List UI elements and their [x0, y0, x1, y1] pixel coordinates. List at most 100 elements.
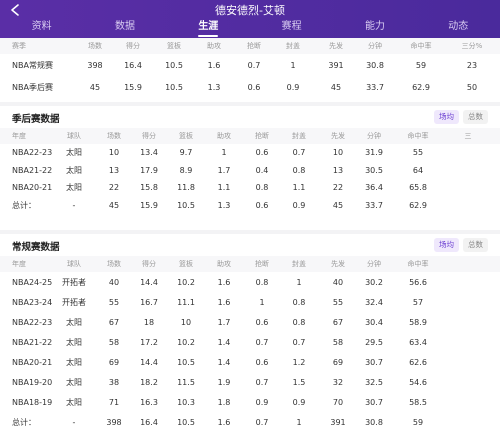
table-cell: 13: [108, 165, 120, 175]
table-cell: 391: [328, 60, 344, 70]
table-cell: 10.5: [165, 82, 183, 92]
career-summary-card: 赛季 场数 得分 篮板 助攻 抢断 封盖 先发 分钟 命中率 三分% NBA常规赛 398 16.4 10…: [0, 38, 500, 102]
table-cell: 58: [108, 337, 120, 347]
table-cell: 33.7: [365, 200, 383, 210]
table-cell: 10.2: [177, 277, 195, 287]
regular-toggle: 场均 总数: [434, 238, 488, 252]
table-cell: 16.7: [140, 297, 158, 307]
regular-rows: NBA24-25 开拓者 40 14.4 10.2 1.6 0.8 1 40 30.2 56.6 NB…: [0, 272, 500, 432]
regular-total-toggle[interactable]: 总数: [463, 238, 488, 252]
column-header: 场数: [107, 260, 121, 268]
table-cell: 10.2: [177, 337, 195, 347]
tab-5[interactable]: 动态: [448, 21, 469, 32]
table-cell: 0.7: [247, 60, 261, 70]
table-cell: 0.9: [292, 397, 306, 407]
regular-row[interactable]: NBA19-20 太阳 38 18.2 11.5 1.9 0.7 1.5 32 32.5 54.6: [0, 372, 500, 392]
table-cell: 太阳: [66, 148, 82, 158]
table-cell: 9.7: [179, 148, 193, 158]
table-cell: 18.2: [140, 377, 158, 387]
tab-2[interactable]: 生涯: [167, 18, 250, 38]
table-cell: 0.7: [255, 417, 269, 427]
regular-per-game-toggle[interactable]: 场均: [434, 238, 459, 252]
table-cell: 1.1: [217, 183, 231, 193]
regular-row[interactable]: NBA18-19 太阳 71 16.3 10.3 1.8 0.9 0.9 70 30.7 58.5: [0, 392, 500, 412]
column-header: 封盖: [286, 42, 300, 50]
table-cell: 0.6: [247, 82, 261, 92]
header-bar: 德安德烈-艾顿 资料 数据 生涯 赛程 能力 动态: [0, 0, 500, 38]
table-cell: 32.5: [365, 377, 383, 387]
regular-row[interactable]: NBA22-23 太阳 67 18 10 1.7 0.6 0.8 67 30.4 58.9: [0, 312, 500, 332]
table-cell: 14.4: [140, 277, 158, 287]
table-cell: 69: [108, 357, 120, 367]
table-cell: 29.5: [365, 337, 383, 347]
table-cell: 40: [108, 277, 120, 287]
regular-row[interactable]: NBA21-22 太阳 58 17.2 10.2 1.4 0.7 0.7 58 29.5 63.4: [0, 332, 500, 352]
table-cell: 0.7: [255, 337, 269, 347]
table-cell: 10.5: [177, 200, 195, 210]
column-header: 场数: [88, 42, 102, 50]
table-cell: 14.4: [140, 357, 158, 367]
column-header: 先发: [329, 42, 343, 50]
table-cell: 1.4: [217, 357, 231, 367]
total-row[interactable]: 总计： - 45 15.9 10.5 1.3 0.6 0.9 45 33.7 62.9: [0, 197, 500, 215]
table-cell: 0.7: [292, 148, 306, 158]
table-cell: 10.5: [165, 60, 183, 70]
regular-row[interactable]: NBA23-24 开拓者 55 16.7 11.1 1.6 1 0.8 55 32.4 57: [0, 292, 500, 312]
table-cell: 30.4: [365, 317, 383, 327]
column-header: 抢断: [255, 260, 269, 268]
tab-0[interactable]: 资料: [31, 21, 52, 32]
table-cell: 11.5: [177, 377, 195, 387]
table-cell: 16.4: [140, 417, 158, 427]
column-header: 篮板: [179, 132, 193, 140]
playoffs-row[interactable]: NBA22-23 太阳 10 13.4 9.7 1 0.6 0.7 10 31.9 55: [0, 144, 500, 162]
table-cell: 0.9: [255, 397, 269, 407]
table-cell: NBA常规赛: [12, 60, 53, 70]
column-header: 命中率: [407, 260, 429, 268]
table-cell: 0.7: [255, 377, 269, 387]
table-cell: 10: [108, 148, 120, 158]
column-header: 场数: [107, 132, 121, 140]
column-header: 球队: [67, 260, 81, 268]
tab-4[interactable]: 能力: [364, 21, 385, 32]
table-cell: 59: [412, 417, 424, 427]
table-cell: 32.4: [365, 297, 383, 307]
regular-row[interactable]: NBA24-25 开拓者 40 14.4 10.2 1.6 0.8 1 40 30.2 56.6: [0, 272, 500, 292]
table-cell: 40: [332, 277, 344, 287]
tab-3[interactable]: 赛程: [281, 21, 302, 32]
column-header: 得分: [142, 260, 156, 268]
table-cell: 太阳: [66, 357, 82, 367]
table-cell: 23: [466, 60, 478, 70]
table-cell: 57: [412, 297, 424, 307]
column-header: 得分: [142, 132, 156, 140]
playoffs-total-toggle[interactable]: 总数: [463, 110, 488, 124]
playoffs-per-game-toggle[interactable]: 场均: [434, 110, 459, 124]
table-cell: 45: [332, 200, 344, 210]
table-cell: -: [72, 200, 76, 210]
table-cell: 36.4: [365, 183, 383, 193]
summary-row[interactable]: NBA常规赛 398 16.4 10.5 1.6 0.7 1 391 30.8 59 23: [0, 54, 500, 76]
table-cell: 64: [412, 165, 424, 175]
table-cell: 太阳: [66, 183, 82, 193]
table-cell: 太阳: [66, 337, 82, 347]
table-cell: 391: [330, 417, 346, 427]
table-cell: 1.6: [207, 60, 221, 70]
regular-row[interactable]: NBA20-21 太阳 69 14.4 10.5 1.4 0.6 1.2 69 30.7 62.6: [0, 352, 500, 372]
table-cell: 398: [87, 60, 103, 70]
table-cell: 30.5: [365, 165, 383, 175]
playoffs-row[interactable]: NBA20-21 太阳 22 15.8 11.8 1.1 0.8 1.1 22 36.4 65.8: [0, 179, 500, 197]
table-cell: NBA21-22: [12, 337, 53, 347]
regular-title: 常规赛数据: [12, 242, 60, 253]
playoffs-card: 季后赛数据 场均 总数 年度 球队 场数 得分 篮板 助攻 抢断 封盖 先发 分钟 命中率 三 NBA…: [0, 106, 500, 230]
back-arrow-icon[interactable]: [8, 3, 24, 17]
table-cell: 0.4: [255, 165, 269, 175]
table-cell: 太阳: [66, 397, 82, 407]
playoffs-row[interactable]: NBA21-22 太阳 13 17.9 8.9 1.7 0.4 0.8 13 30.5 64: [0, 162, 500, 180]
regular-header-row: 年度 球队 场数 得分 篮板 助攻 抢断 封盖 先发 分钟 命中率: [0, 256, 500, 272]
table-cell: 总计：: [12, 200, 36, 210]
summary-row[interactable]: NBA季后赛 45 15.9 10.5 1.3 0.6 0.9 45 33.7 62.9 50: [0, 76, 500, 98]
table-cell: 0.6: [255, 200, 269, 210]
table-cell: 1.6: [217, 297, 231, 307]
table-cell: 11.8: [177, 183, 195, 193]
total-row[interactable]: 总计： - 398 16.4 10.5 1.6 0.7 1 391 30.8 59: [0, 412, 500, 432]
tab-1[interactable]: 数据: [114, 21, 135, 32]
